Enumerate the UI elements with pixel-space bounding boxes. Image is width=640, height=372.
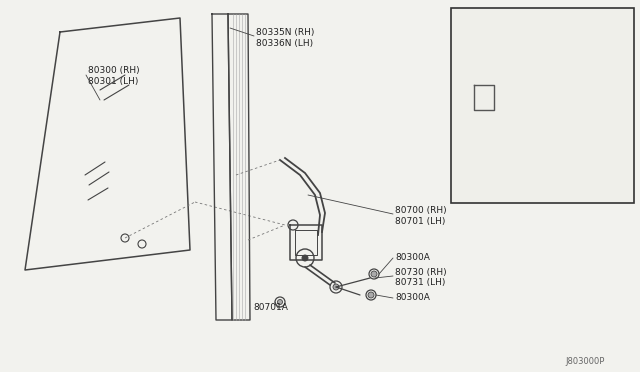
Text: MANUAL WINDOW: MANUAL WINDOW: [457, 15, 547, 25]
Text: 80700 (RH): 80700 (RH): [546, 55, 591, 64]
Text: 80731 (LH): 80731 (LH): [395, 279, 445, 288]
Text: 80700 (RH): 80700 (RH): [395, 205, 447, 215]
Text: 80301 (LH): 80301 (LH): [88, 77, 138, 86]
Text: 80760: 80760: [516, 180, 541, 189]
Circle shape: [495, 134, 503, 142]
Bar: [451, 8, 634, 203]
Circle shape: [302, 255, 308, 261]
Text: J803000P: J803000P: [565, 357, 604, 366]
Text: 80300A: 80300A: [395, 253, 430, 263]
Text: 80701 (LH): 80701 (LH): [546, 65, 590, 74]
Text: 80760C: 80760C: [506, 92, 537, 100]
Text: 80701A: 80701A: [253, 304, 288, 312]
Text: 80336N (LH): 80336N (LH): [256, 38, 313, 48]
Text: 80701 (LH): 80701 (LH): [395, 217, 445, 225]
Circle shape: [278, 299, 282, 305]
Text: 80335N (RH): 80335N (RH): [256, 28, 314, 36]
Text: 80300 (RH): 80300 (RH): [88, 65, 140, 74]
Circle shape: [368, 292, 374, 298]
Text: 80730 (RH): 80730 (RH): [395, 267, 447, 276]
Circle shape: [333, 284, 339, 290]
Circle shape: [371, 271, 377, 277]
Text: 80300A: 80300A: [395, 294, 430, 302]
Text: 80760B: 80760B: [463, 180, 493, 189]
